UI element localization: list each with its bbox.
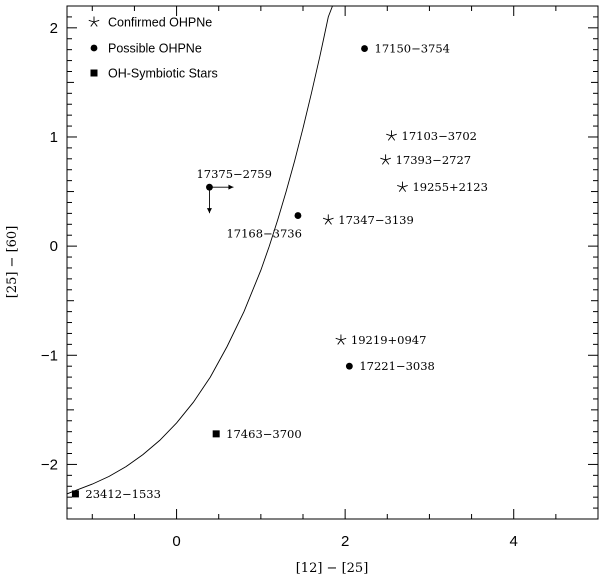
star-marker [380,154,391,165]
y-tick-label: 1 [50,129,58,146]
star-arm [328,217,334,221]
star-arm [88,19,95,23]
star-arm [387,135,392,141]
star-arm [340,337,347,341]
star-arm [324,219,329,225]
arrow-head-icon [206,208,212,214]
plot-frame [66,5,599,520]
point-label: 17221−3038 [359,359,435,373]
legend-entry: Confirmed OHPNe [88,16,212,30]
circle-marker [345,362,353,370]
star-arm [93,21,98,27]
star-marker [397,181,408,192]
data-point: 17393−2727 [380,153,471,167]
x-axis-label: [12] − [25] [296,561,369,576]
point-label: 19255+2123 [412,180,488,194]
star-arm [340,339,345,345]
circle-marker [90,44,98,52]
star-arm [335,337,342,341]
square-marker [212,430,220,438]
data-point: 17375−2759 [196,167,272,214]
y-axis-label: [25] − [60] [5,226,20,299]
star-arm [380,157,386,161]
data-point: 17347−3139 [322,213,414,227]
x-tick-label: 4 [510,533,518,550]
x-tick-label: 2 [341,533,349,550]
points-layer: 17150−3754 17103−3702 17393−2727 19255+2123… [71,42,488,501]
circle-marker [294,212,302,219]
star-arm [93,19,100,23]
legend-entry: Possible OHPNe [90,42,202,56]
data-point: 17103−3702 [386,129,477,143]
point-label: 19219+0947 [351,333,427,347]
data-point: 23412−1533 [71,487,161,501]
star-arm [322,217,329,221]
star-marker [386,130,397,141]
star-arm [385,157,391,161]
legend-label: OH-Symbiotic Stars [108,67,218,81]
star-marker [322,214,334,225]
point-label: 17168−3736 [226,227,302,241]
point-label: 23412−1533 [85,487,161,501]
curve-layer [67,6,333,495]
point-label: 17463−3700 [226,427,302,441]
star-arm [402,185,408,188]
y-tick-label: 0 [50,238,58,255]
point-label: 17150−3754 [375,42,451,56]
square-marker [71,490,79,498]
star-arm [90,21,95,27]
star-arm [402,186,407,192]
star-arm [337,339,342,345]
data-point: 17150−3754 [361,42,450,56]
y-tick-label: −2 [41,456,58,473]
point-label: 17375−2759 [196,167,272,181]
legend-entry: OH-Symbiotic Stars [90,67,218,81]
x-tick-label: 0 [172,533,180,550]
data-point: 17463−3700 [212,427,302,441]
star-arm [391,135,396,141]
legend-label: Possible OHPNe [108,42,202,56]
legend-label: Confirmed OHPNe [108,16,212,30]
star-arm [398,186,403,192]
star-marker [335,334,347,345]
point-label: 17393−2727 [396,153,472,167]
star-arm [385,159,390,165]
point-label: 17347−3139 [338,213,414,227]
star-arm [327,219,332,225]
circle-marker [361,45,368,52]
star-arm [391,133,397,137]
arrow-head-icon [228,184,234,190]
star-arm [386,133,392,137]
model-curve [67,6,333,495]
data-point: 19255+2123 [397,180,488,194]
legend: Confirmed OHPNe Possible OHPNe OH-Symbioti… [88,16,218,81]
ticks-layer: 0 2 4 −2 −1 0 1 2 [41,5,599,550]
data-point: 17168−3736 [226,212,302,241]
y-tick-label: 2 [50,20,58,37]
data-point: 17221−3038 [345,359,435,373]
square-marker [90,69,98,77]
y-tick-label: −1 [41,347,58,364]
star-arm [382,159,386,165]
point-label: 17103−3702 [402,129,478,143]
star-marker [88,16,100,27]
data-point: 19219+0947 [335,333,427,347]
star-arm [397,185,403,188]
